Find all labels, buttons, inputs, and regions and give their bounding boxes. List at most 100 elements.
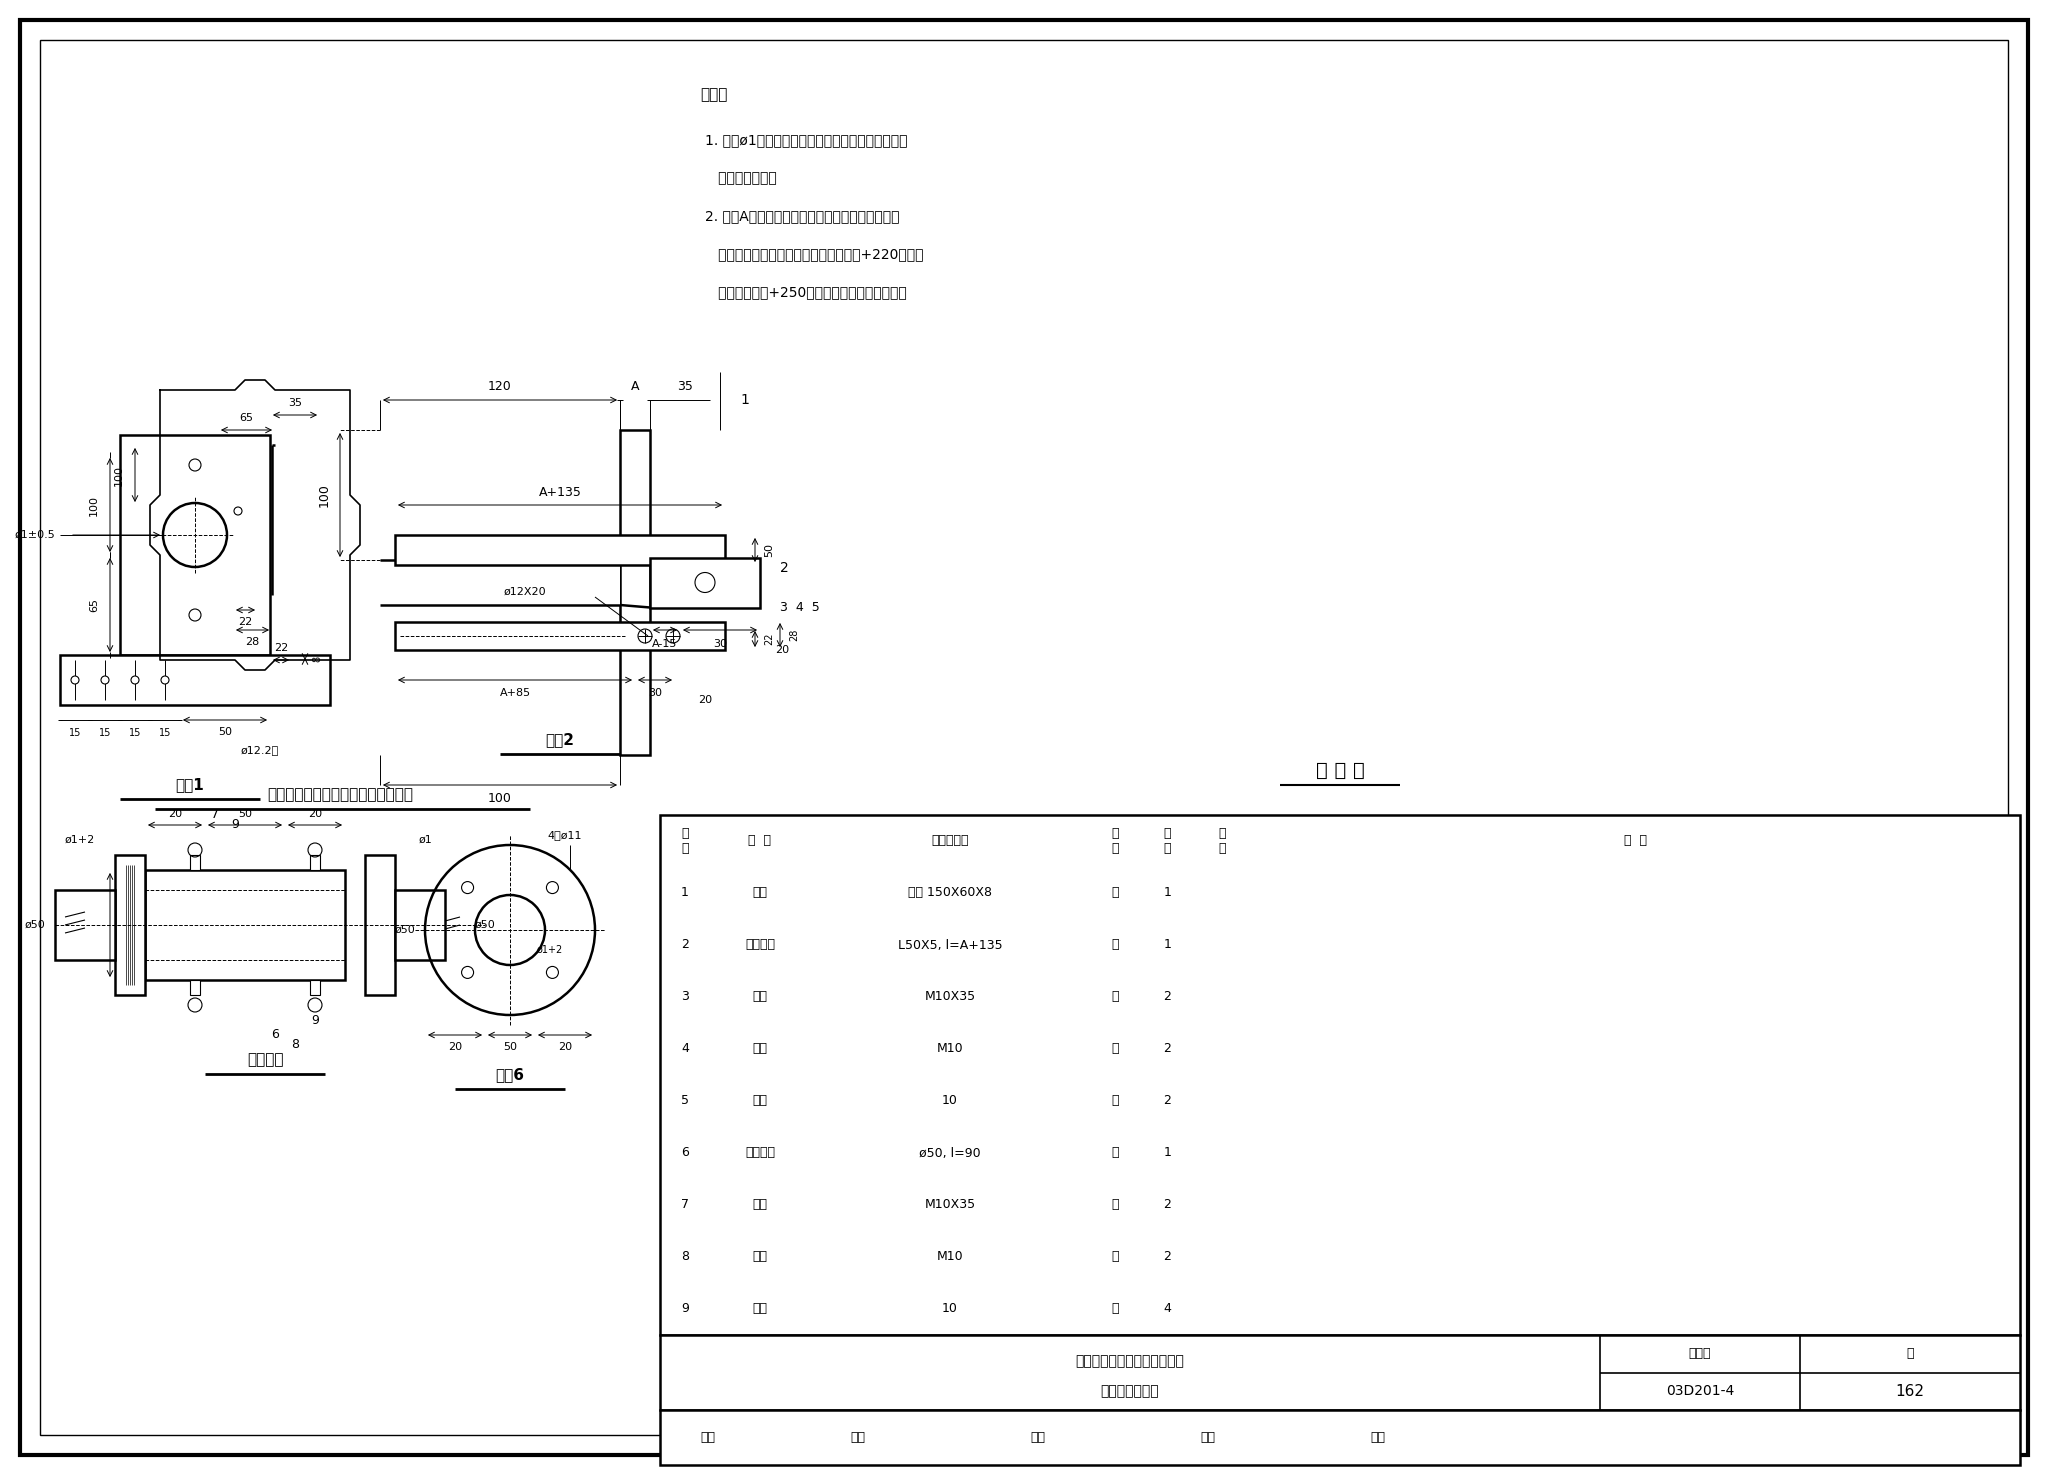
Bar [381,431,621,755]
Bar [1090,919,1141,971]
Bar [649,558,760,608]
Text: 型号及规格: 型号及规格 [932,835,969,848]
Text: 22: 22 [764,633,774,645]
Bar [811,919,1090,971]
Circle shape [188,459,201,471]
Text: 162: 162 [1896,1384,1925,1398]
Text: 2: 2 [780,560,788,574]
Circle shape [100,676,109,684]
Bar [1249,919,2019,971]
Text: 1: 1 [1163,1146,1171,1159]
Text: ø50: ø50 [25,920,45,931]
Text: 6: 6 [682,1146,688,1159]
Bar [1194,1075,1249,1127]
Bar [659,816,711,867]
Bar [1194,1024,1249,1075]
Text: 2: 2 [1163,1094,1171,1108]
Text: 2: 2 [682,938,688,951]
Bar [1141,1283,1194,1335]
Text: 8: 8 [682,1251,688,1264]
Text: 名  称: 名 称 [748,835,772,848]
Text: 20: 20 [449,1041,463,1052]
Bar [811,1179,1090,1232]
Text: M10: M10 [936,1043,963,1056]
Text: 7: 7 [682,1199,688,1211]
Text: 15: 15 [129,729,141,738]
Bar [811,1024,1090,1075]
Text: 页: 页 [1907,1347,1913,1360]
Text: ø1: ø1 [418,835,432,845]
Text: 22: 22 [274,643,289,653]
Text: 8: 8 [291,1038,299,1052]
Bar [711,816,811,867]
Text: 垫圈: 垫圈 [752,1094,768,1108]
Text: 块: 块 [1112,886,1118,900]
Bar [395,889,444,960]
Bar [395,535,725,565]
Bar [1194,867,1249,919]
Bar [811,816,1090,867]
Bar [659,1335,2019,1410]
Text: ø50, l=90: ø50, l=90 [920,1146,981,1159]
Bar [121,435,270,655]
Bar [811,1075,1090,1127]
Text: 单
位: 单 位 [1112,827,1118,856]
Text: 50: 50 [504,1041,516,1052]
Text: A-15: A-15 [653,639,678,649]
Bar [711,1024,811,1075]
Circle shape [461,966,473,978]
Bar [1194,1127,1249,1179]
Text: 个: 个 [1112,1199,1118,1211]
Bar [115,855,145,996]
Text: 5: 5 [682,1094,688,1108]
Text: 页
次: 页 次 [1219,827,1227,856]
Text: 9: 9 [682,1302,688,1316]
Text: 15: 15 [70,729,82,738]
Bar [1090,1075,1141,1127]
Text: 图集号: 图集号 [1690,1347,1712,1360]
Text: 零件2: 零件2 [545,733,575,748]
Bar [1141,867,1194,919]
Bar [1090,867,1141,919]
Bar [659,1127,711,1179]
Circle shape [461,882,473,894]
Bar [811,971,1090,1024]
Text: 15: 15 [160,729,172,738]
Bar [190,855,201,870]
Text: 轴承支架: 轴承支架 [745,938,774,951]
Bar [190,979,201,996]
Bar [659,1232,711,1283]
Text: ø12.2孔: ø12.2孔 [242,745,279,755]
Text: 数
量: 数 量 [1163,827,1171,856]
Bar [395,622,725,650]
Text: 8: 8 [311,656,322,662]
Bar [1194,1232,1249,1283]
Text: 设计: 设计 [1200,1431,1214,1444]
Text: 120: 120 [487,379,512,392]
Bar [1141,1179,1194,1232]
Text: 4: 4 [1163,1302,1171,1316]
Bar [1090,1283,1141,1335]
Text: 零件1: 零件1 [176,777,205,792]
Bar [1090,971,1141,1024]
Bar [1141,1024,1194,1075]
Text: 28: 28 [246,637,260,648]
Circle shape [547,966,559,978]
Text: M10X35: M10X35 [924,991,975,1003]
Bar [711,1179,811,1232]
Text: L50X5, l=A+135: L50X5, l=A+135 [897,938,1001,951]
Bar [381,560,621,605]
Text: 轴连接套: 轴连接套 [246,1053,283,1068]
Text: ø1+2: ø1+2 [537,945,563,954]
Text: 4: 4 [682,1043,688,1056]
Bar [309,979,319,996]
Text: 明 细 表: 明 细 表 [1315,761,1364,779]
Text: 100: 100 [317,482,330,507]
Text: 螺母: 螺母 [752,1043,768,1056]
Text: 个: 个 [1112,1043,1118,1056]
Bar [1194,1179,1249,1232]
Text: 开关为该距离+250）。按产品实际尺寸决定。: 开关为该距离+250）。按产品实际尺寸决定。 [705,285,907,299]
Text: 零件6: 零件6 [496,1068,524,1083]
Bar [711,867,811,919]
Text: 9: 9 [311,1013,319,1027]
